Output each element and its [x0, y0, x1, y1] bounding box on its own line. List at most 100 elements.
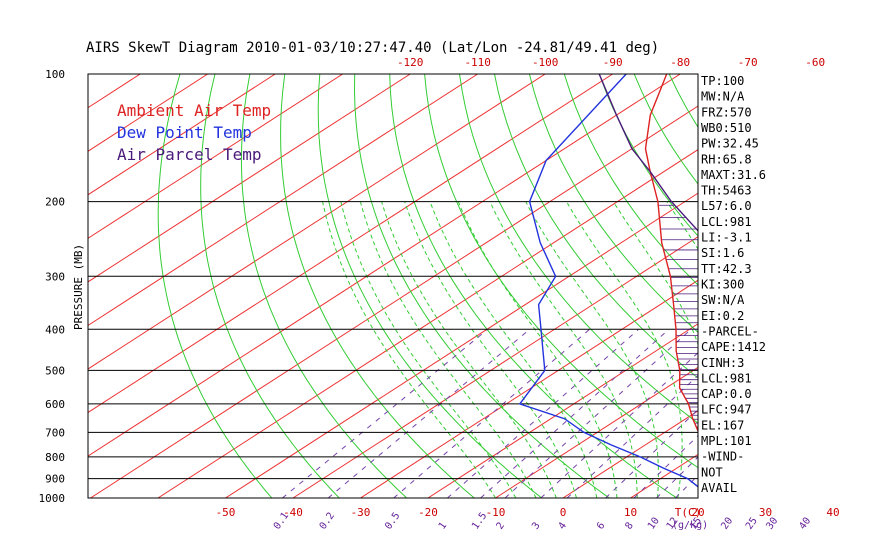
isotherm-line [88, 74, 208, 152]
series-layer [518, 74, 698, 498]
top-temp-tick-label: -120 [397, 56, 424, 69]
grid-layer [88, 74, 870, 498]
index-item: CAPE:1412 [701, 340, 766, 354]
moist-adiabat-line [779, 202, 861, 498]
legend-entry: Air Parcel Temp [117, 145, 262, 164]
bottom-temp-tick-label: -30 [351, 506, 371, 519]
index-item: LCL:981 [701, 215, 752, 229]
index-item: SI:1.6 [701, 246, 744, 260]
dry-adiabat-line [809, 74, 870, 498]
series-line-air-parcel [598, 74, 698, 232]
mixing-ratio-line [808, 329, 870, 498]
isotherm-line [427, 323, 698, 498]
moist-adiabat-line [759, 202, 815, 498]
moist-adiabat-line [359, 201, 537, 498]
index-item: TP:100 [701, 74, 744, 88]
dry-adiabat-line [528, 74, 698, 333]
index-item: LFC:947 [701, 403, 752, 417]
index-item: WB0:510 [701, 121, 752, 135]
bottom-temp-tick-label: 30 [759, 506, 772, 519]
index-item: KI:300 [701, 278, 744, 292]
index-item: LCL:981 [701, 371, 752, 385]
dry-adiabat-line [459, 74, 698, 424]
mixing-ratio-label: 3 [530, 520, 542, 531]
isotherm-line [88, 74, 343, 239]
bottom-temp-tick-label: -20 [418, 506, 438, 519]
moist-adiabat-line [820, 202, 870, 498]
mixing-ratio-label: 10 [646, 516, 662, 532]
cape-hatch-layer [658, 204, 698, 432]
legend-entry: Ambient Air Temp [117, 101, 271, 120]
index-item: TH:5463 [701, 184, 752, 198]
dry-adiabat-line [563, 74, 698, 286]
pressure-tick-label: 500 [45, 364, 65, 377]
index-item: L57:6.0 [701, 199, 752, 213]
isotherm-line [88, 74, 276, 196]
isotherm-line [495, 366, 698, 498]
dry-adiabat-line [240, 74, 408, 498]
isotherm-line [562, 410, 698, 498]
moist-adiabat-line [489, 201, 638, 498]
index-item: MPL:101 [701, 434, 752, 448]
plot-frame [87, 73, 699, 499]
dry-adiabat-line [668, 74, 698, 128]
index-item: FRZ:570 [701, 105, 752, 119]
moist-adiabat-line [799, 202, 870, 498]
mixing-ratio-line [566, 374, 698, 498]
mixing-ratio-line [504, 328, 692, 498]
isotherm-line [88, 74, 411, 283]
index-item: AVAIL [701, 481, 737, 495]
series-line-ambient-temp [644, 74, 698, 435]
dry-adiabat-line [280, 74, 475, 498]
index-item: EI:0.2 [701, 309, 744, 323]
dry-adiabat-line [200, 74, 340, 498]
bottom-temp-tick-label: -50 [216, 506, 236, 519]
bottom-temp-tick-label: -40 [283, 506, 303, 519]
mixing-ratio-line [480, 328, 670, 498]
mixing-ratio-label: 20 [719, 516, 735, 532]
pressure-tick-label: 1000 [39, 492, 66, 505]
index-item: MW:N/A [701, 90, 745, 104]
mixing-ratio-label: 40 [797, 516, 813, 532]
mixing-ratio-label: 4 [557, 520, 569, 531]
top-temp-tick-label: -60 [805, 56, 825, 69]
mixing-ratio-line [282, 328, 489, 498]
index-item: MAXT:31.6 [701, 168, 766, 182]
mixing-ratio-line [755, 329, 870, 498]
mixing-ratio-label: 0.5 [383, 511, 402, 532]
top-temp-tick-label: -80 [670, 56, 690, 69]
pressure-tick-label: 700 [45, 426, 65, 439]
dry-adiabat-line [389, 74, 677, 498]
bottom-temp-tick-label: 10 [624, 506, 637, 519]
dry-adiabat-line [157, 74, 273, 498]
isotherm-line [157, 149, 698, 498]
mixing-ratio-line [605, 408, 698, 498]
index-item: TT:42.3 [701, 262, 752, 276]
top-temp-tick-label: -70 [738, 56, 758, 69]
dry-adiabat-line [353, 74, 610, 498]
mixing-ratio-label: 2 [495, 520, 507, 531]
bottom-temp-tick-label: -10 [486, 506, 506, 519]
pressure-tick-label: 300 [45, 270, 65, 283]
legend-entry: Dew Point Temp [117, 123, 252, 142]
pressure-tick-label: 200 [45, 196, 65, 209]
index-item: CAP:0.0 [701, 387, 752, 401]
top-temp-tick-label: -90 [603, 56, 623, 69]
mixing-ratio-label: 0.2 [318, 511, 337, 532]
isotherm-line [88, 74, 681, 457]
index-item: RH:65.8 [701, 152, 752, 166]
mixing-ratio-unit: (g/kg) [672, 520, 708, 531]
moist-adiabat-line [404, 201, 577, 498]
moist-adiabat-line [381, 201, 557, 498]
moist-adiabat-line [457, 201, 618, 498]
isotherm-line [833, 74, 870, 498]
isotherm-line [360, 279, 698, 498]
top-temp-tick-label: -100 [532, 56, 559, 69]
mixing-ratio-label: 6 [595, 520, 607, 531]
dry-adiabat-line [494, 74, 698, 379]
pressure-tick-label: 900 [45, 473, 65, 486]
pressure-tick-label: 100 [45, 68, 65, 81]
